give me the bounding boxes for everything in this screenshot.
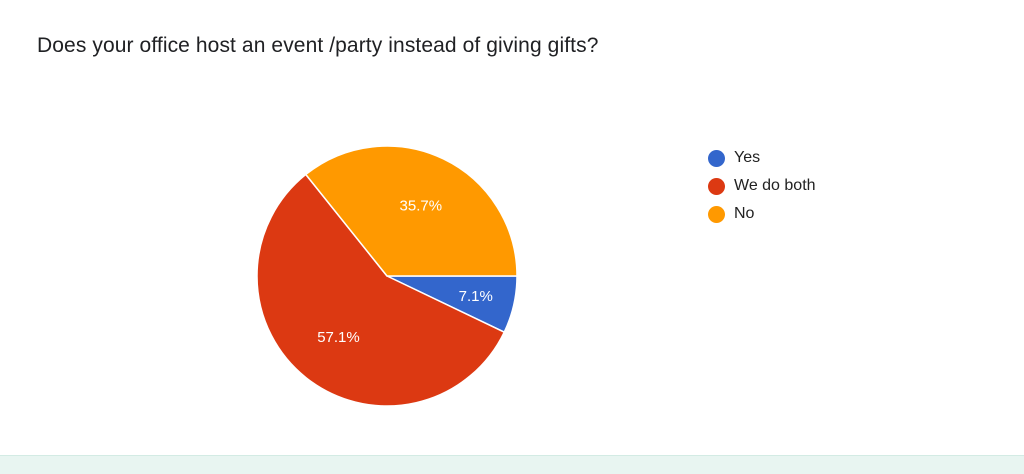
legend-label: Yes — [734, 149, 761, 166]
legend-item-no[interactable]: No — [708, 200, 816, 228]
legend-swatch — [708, 149, 725, 167]
legend-item-we-do-both[interactable]: We do both — [708, 172, 816, 200]
legend-item-yes[interactable]: Yes — [708, 144, 816, 172]
legend-label: No — [734, 205, 755, 222]
chart-legend: Yes We do both No — [708, 144, 816, 228]
slice-label-yes: 7.1% — [459, 288, 493, 305]
pie-slice-no[interactable] — [304, 145, 518, 277]
question-title: Does your office host an event /party in… — [37, 34, 599, 57]
pie-slice-we-do-both[interactable] — [256, 173, 506, 407]
legend-swatch — [708, 177, 725, 195]
slice-label-no: 35.7% — [400, 198, 443, 215]
footer-band — [0, 455, 1024, 474]
legend-swatch — [708, 205, 725, 223]
slice-label-we-do-both: 57.1% — [317, 329, 360, 346]
legend-label: We do both — [734, 177, 816, 194]
